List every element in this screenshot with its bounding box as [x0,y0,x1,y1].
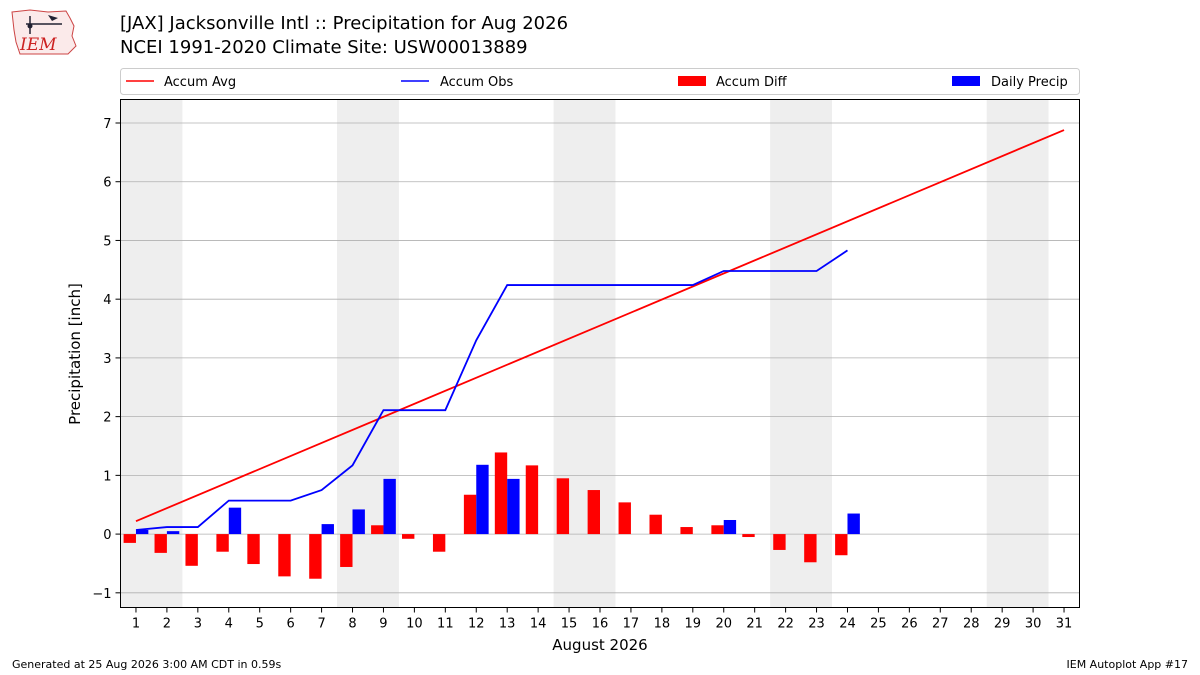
x-tick-label-4: 4 [225,617,233,632]
iem-logo: IEM [11,9,77,55]
accum-diff-bar-1 [123,534,136,543]
accum-diff-bar-12 [463,494,477,535]
accum-diff-bar-9 [371,525,384,535]
x-tick-label-31: 31 [1056,617,1073,632]
accum-diff-bar-13 [494,452,508,535]
accum-diff-bar-4 [216,534,229,552]
daily-precip-bar-20 [723,519,737,535]
accum-diff-bar-19 [680,527,693,535]
accum-diff-bar-16 [587,490,600,535]
accum-diff-bar-15 [556,478,570,535]
legend: Accum Avg Accum Obs Accum Diff Daily Pre… [120,68,1080,95]
x-tick-label-2: 2 [163,617,171,632]
y-tick-label-4: 4 [103,293,111,308]
app-credit: IEM Autoplot App #17 [1066,658,1189,671]
x-tick-label-17: 17 [623,617,640,632]
x-tick-label-10: 10 [406,617,423,632]
y-tick-label-2: 2 [103,411,111,426]
accum-diff-bar-18 [649,514,662,535]
accum-diff-bar-14 [525,465,539,535]
daily-precip-bar-8 [352,509,365,535]
x-tick-label-28: 28 [963,617,980,632]
chart-title: [JAX] Jacksonville Intl :: Precipitation… [120,13,569,34]
legend-label-daily-precip: Daily Precip [991,75,1068,90]
legend-label-accum-diff: Accum Diff [716,75,788,90]
daily-precip-bar-12 [476,464,489,535]
legend-label-accum-avg: Accum Avg [164,75,236,90]
x-tick-label-14: 14 [530,617,547,632]
x-tick-label-5: 5 [256,617,264,632]
x-tick-label-7: 7 [317,617,325,632]
accum-diff-bar-24 [835,534,848,556]
legend-swatch-accum-diff [678,76,706,86]
x-tick-label-12: 12 [468,617,485,632]
accum-diff-bar-5 [247,534,260,565]
generated-timestamp: Generated at 25 Aug 2026 3:00 AM CDT in … [12,658,282,671]
y-tick-label-1: 1 [103,469,111,484]
accum-diff-bar-8 [340,534,353,567]
daily-precip-bar-24 [847,513,860,535]
daily-precip-bar-9 [383,478,396,535]
x-tick-label-13: 13 [499,617,516,632]
y-tick-label-7: 7 [103,117,111,132]
x-tick-label-29: 29 [994,617,1011,632]
accum-diff-bar-6 [278,534,291,577]
x-tick-label-25: 25 [870,617,887,632]
accum-diff-bar-17 [618,502,631,535]
daily-precip-bar-1 [135,529,149,535]
x-tick-label-21: 21 [746,617,763,632]
accum-diff-bar-11 [432,534,446,552]
logo-text: IEM [19,35,57,55]
weekend-band-29-30 [986,99,1049,608]
accum-diff-bar-23 [804,534,817,563]
legend-frame [120,68,1080,95]
x-tick-label-6: 6 [287,617,295,632]
x-tick-label-22: 22 [777,617,794,632]
x-tick-label-18: 18 [654,617,671,632]
x-tick-label-19: 19 [685,617,702,632]
accum-diff-bar-7 [309,534,322,579]
daily-precip-bar-7 [321,524,334,535]
x-tick-label-1: 1 [132,617,140,632]
accum-diff-bar-10 [402,534,415,539]
x-tick-label-11: 11 [437,617,454,632]
y-tick-label-0: 0 [103,528,111,543]
y-tick-label--1: −1 [92,587,111,602]
x-tick-label-23: 23 [808,617,825,632]
weekend-band-22-23 [770,99,833,608]
accum-diff-bar-20 [711,525,724,535]
y-axis-label: Precipitation [inch] [66,283,84,425]
accum-diff-bar-3 [185,534,198,566]
weekend-band-1-2 [120,99,183,608]
legend-label-accum-obs: Accum Obs [440,75,513,90]
y-tick-label-6: 6 [103,176,111,191]
accum-avg-line [135,129,1065,522]
x-tick-label-20: 20 [715,617,732,632]
x-tick-label-9: 9 [379,617,387,632]
x-tick-label-3: 3 [194,617,202,632]
x-tick-label-16: 16 [592,617,609,632]
x-tick-label-27: 27 [932,617,949,632]
x-tick-label-15: 15 [561,617,578,632]
accum-diff-bar-2 [154,534,167,553]
accum-diff-bar-22 [773,534,786,550]
x-tick-label-8: 8 [348,617,356,632]
x-axis-label: August 2026 [552,636,647,654]
accum-diff-bar-21 [742,534,755,538]
x-tick-label-26: 26 [901,617,918,632]
accum-obs-line [135,249,848,531]
daily-precip-bar-13 [507,478,520,535]
x-tick-label-30: 30 [1025,617,1042,632]
legend-swatch-daily-precip [952,76,980,86]
y-tick-label-3: 3 [103,352,111,367]
daily-precip-bar-2 [166,531,180,535]
chart-subtitle: NCEI 1991-2020 Climate Site: USW00013889 [120,37,528,58]
y-tick-label-5: 5 [103,234,111,249]
daily-precip-bar-4 [228,507,242,535]
x-tick-label-24: 24 [839,617,856,632]
